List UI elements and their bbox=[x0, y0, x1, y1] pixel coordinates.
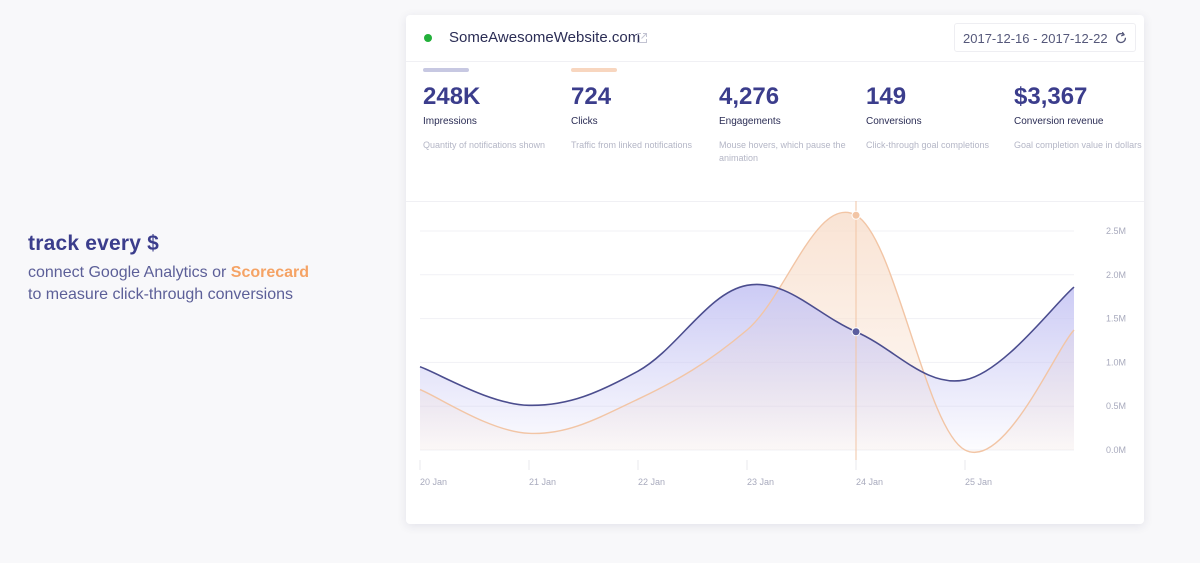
series-lines bbox=[419, 201, 1075, 460]
promo-text: track every $ connect Google Analytics o… bbox=[28, 232, 368, 306]
metric-description: Mouse hovers, which pause the animation bbox=[719, 140, 846, 163]
metric-value: 248K bbox=[423, 83, 481, 110]
promo-line-1: connect Google Analytics or Scorecard bbox=[28, 262, 368, 284]
series-0-area bbox=[420, 284, 1074, 450]
metric-label: Impressions bbox=[423, 116, 477, 127]
metric-label: Engagements bbox=[719, 116, 781, 127]
series-1-point bbox=[851, 210, 861, 220]
metric-description: Goal completion value in dollars bbox=[1014, 140, 1142, 150]
x-tick-label: 20 Jan bbox=[420, 477, 447, 487]
metric-description: Quantity of notifications shown bbox=[423, 140, 546, 150]
external-link-icon[interactable] bbox=[636, 31, 648, 43]
y-tick-label: 0.5M bbox=[1106, 401, 1126, 411]
y-tick-label: 0.0M bbox=[1106, 445, 1126, 455]
y-tick-label: 2.0M bbox=[1106, 270, 1126, 280]
x-tick-label: 25 Jan bbox=[965, 477, 992, 487]
metric-color-bar bbox=[571, 68, 617, 72]
card-header: SomeAwesomeWebsite.com 2017-12-16 - 2017… bbox=[406, 15, 1144, 62]
y-tick-label: 1.0M bbox=[1106, 357, 1126, 367]
refresh-icon[interactable] bbox=[1114, 31, 1128, 45]
metric-value: 149 bbox=[866, 83, 907, 110]
x-tick-label: 23 Jan bbox=[747, 477, 774, 487]
metric-color-bar bbox=[423, 68, 469, 72]
date-range-picker[interactable]: 2017-12-16 - 2017-12-22 bbox=[954, 23, 1136, 52]
metric-label: Conversions bbox=[866, 116, 922, 127]
x-tick-label: 21 Jan bbox=[529, 477, 556, 487]
metric-value: 4,276 bbox=[719, 83, 780, 110]
metric-value: 724 bbox=[571, 83, 612, 110]
promo-title: track every $ bbox=[28, 232, 160, 255]
metric-description: Traffic from linked notifications bbox=[571, 140, 693, 150]
site-name[interactable]: SomeAwesomeWebsite.com bbox=[449, 29, 641, 46]
analytics-card: SomeAwesomeWebsite.com 2017-12-16 - 2017… bbox=[406, 15, 1144, 524]
date-range-text: 2017-12-16 - 2017-12-22 bbox=[963, 31, 1108, 46]
x-tick-label: 22 Jan bbox=[638, 477, 665, 487]
promo-line-1-prefix: connect Google Analytics or bbox=[28, 264, 231, 281]
metric-label: Clicks bbox=[571, 116, 598, 127]
series-0-point bbox=[851, 327, 861, 337]
scorecard-link[interactable]: Scorecard bbox=[230, 264, 310, 281]
metrics-row: 248K Impressions Quantity of notificatio… bbox=[406, 61, 1144, 202]
metric-value: $3,367 bbox=[1014, 83, 1088, 110]
metric-description: Click-through goal completions bbox=[866, 140, 990, 150]
axis-labels: 0.0M 0.5M 1.0M 1.5M 2.0M 2.5M 20 Jan 21 Jan 22 J… bbox=[420, 226, 1126, 487]
promo-line-2: to measure click-through conversions bbox=[28, 286, 294, 303]
y-tick-label: 2.5M bbox=[1106, 226, 1126, 236]
x-tick-label: 24 Jan bbox=[856, 477, 883, 487]
series-0-line bbox=[419, 283, 1075, 407]
series-areas bbox=[420, 212, 1074, 453]
y-tick-label: 1.5M bbox=[1106, 314, 1126, 324]
metric-label: Conversion revenue bbox=[1014, 116, 1104, 127]
series-1-line bbox=[419, 211, 1075, 454]
conversions-area-chart: 0.0M 0.5M 1.0M 1.5M 2.0M 2.5M 20 Jan 21 Jan 22 J… bbox=[419, 201, 1126, 487]
status-dot bbox=[424, 34, 432, 42]
